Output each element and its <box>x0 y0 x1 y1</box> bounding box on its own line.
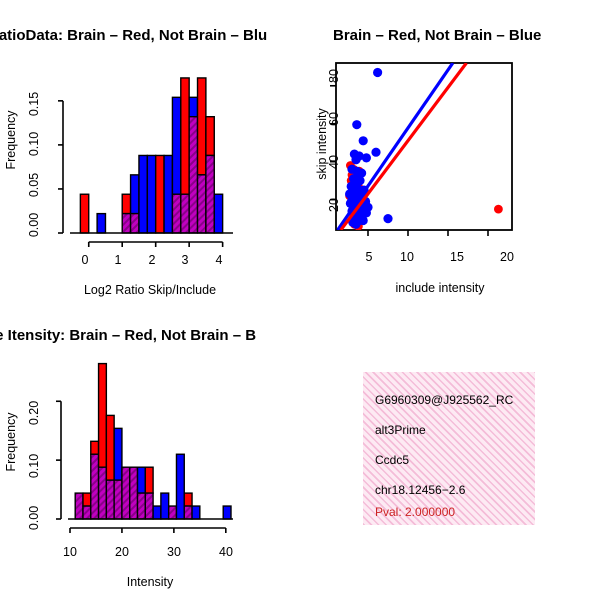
panel-intensity-scatter: Brain – Red, Not Brain – Blue skip inten… <box>300 0 600 300</box>
ratio-xtick-0: 0 <box>81 253 89 267</box>
gene-xtick-0: 10 <box>63 545 77 559</box>
scatter-xtick-3: 20 <box>500 250 514 264</box>
scatter-title: Brain – Red, Not Brain – Blue <box>333 27 542 44</box>
ratio-xtick-3: 3 <box>181 253 189 267</box>
info-line-locus: chr18.12456−2.6 <box>375 483 466 497</box>
scatter-xtick-2: 15 <box>450 250 464 264</box>
intensity-scatter-plot <box>330 62 513 236</box>
gene-intensity-title: ne Itensity: Brain – Red, Not Brain – B <box>0 327 257 344</box>
gene-xtick-3: 40 <box>219 545 233 559</box>
info-line-probe: G6960309@J925562_RC <box>375 393 514 407</box>
ratio-xtick-4: 4 <box>215 253 223 267</box>
gene-xtick-1: 20 <box>115 545 129 559</box>
panel-ratio-histogram: RatioData: Brain – Red, Not Brain – Blu … <box>0 0 300 300</box>
scatter-xtick-0: 5 <box>365 250 373 264</box>
ratio-xtick-1: 1 <box>114 253 122 267</box>
panel-gene-intensity-histogram: ne Itensity: Brain – Red, Not Brain – B … <box>0 300 300 600</box>
info-line-pval: Pval: 2.000000 <box>375 505 456 519</box>
gene-xtick-2: 30 <box>167 545 181 559</box>
gene-info-box: G6960309@J925562_RC alt3Prime Ccdc5 chr1… <box>363 372 535 525</box>
gene-intensity-xlabel: Intensity <box>126 575 174 589</box>
ratio-histogram-plot <box>58 77 233 247</box>
ratio-histogram-title: RatioData: Brain – Red, Not Brain – Blu <box>0 27 268 44</box>
ratio-xtick-2: 2 <box>148 253 156 267</box>
info-line-gene: Ccdc5 <box>375 453 410 467</box>
scatter-xtick-1: 10 <box>400 250 414 264</box>
ratio-histogram-xlabel: Log2 Ratio Skip/Include <box>83 283 217 297</box>
scatter-xlabel: include intensity <box>395 281 485 295</box>
info-line-event-type: alt3Prime <box>375 423 426 437</box>
gene-intensity-histogram-plot <box>56 362 233 533</box>
